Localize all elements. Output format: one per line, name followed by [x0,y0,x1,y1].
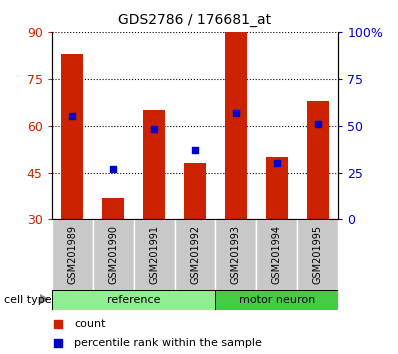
Title: GDS2786 / 176681_at: GDS2786 / 176681_at [119,13,271,27]
Point [315,121,321,127]
Bar [225,32,247,219]
Bar [102,198,125,219]
Text: cell type: cell type [4,295,52,305]
Point [69,113,75,119]
Bar [52,290,215,310]
Point [265,266,272,271]
Bar [93,219,134,292]
Text: GSM201992: GSM201992 [190,225,200,284]
Bar [306,101,329,219]
Bar [61,54,84,219]
Text: reference: reference [107,295,160,305]
Bar [256,219,297,292]
Point [151,127,157,132]
Point [274,160,280,166]
Point [265,88,272,94]
Bar [175,219,215,292]
Bar [265,157,288,219]
Text: motor neuron: motor neuron [239,295,315,305]
Text: percentile rank within the sample: percentile rank within the sample [74,338,262,348]
Point [192,147,198,153]
Text: GSM201991: GSM201991 [149,225,159,284]
Bar [215,219,256,292]
Bar [52,219,93,292]
Text: count: count [74,319,105,329]
Text: GSM201994: GSM201994 [272,225,282,284]
Text: GSM201989: GSM201989 [67,225,77,284]
Point [233,110,239,115]
Bar [184,163,206,219]
Bar [297,219,338,292]
Bar [215,290,338,310]
Polygon shape [40,294,49,304]
Text: GSM201990: GSM201990 [108,225,118,284]
Text: GSM201993: GSM201993 [231,225,241,284]
Bar [134,219,175,292]
Text: GSM201995: GSM201995 [313,225,323,284]
Point [110,166,116,172]
Bar [143,110,165,219]
